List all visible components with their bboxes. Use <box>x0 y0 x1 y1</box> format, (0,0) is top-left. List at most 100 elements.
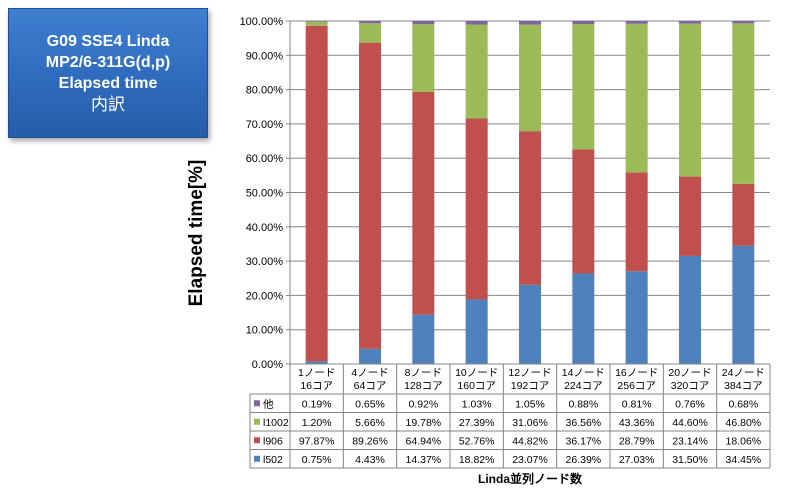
bar-segment-l906 <box>305 25 328 362</box>
x-category-label: 256コア <box>617 380 656 392</box>
bar-segment-l502 <box>359 348 381 364</box>
table-value: 97.87% <box>299 435 335 447</box>
x-category-label: 8ノード <box>405 367 442 379</box>
bar-segment-l1002 <box>732 23 755 184</box>
bar-segment-l1002 <box>359 23 381 43</box>
table-value: 0.68% <box>728 398 758 410</box>
bar-segment-l502 <box>572 273 595 364</box>
bar-segment-l906 <box>465 118 488 300</box>
table-value: 31.06% <box>512 417 548 429</box>
table-value: 34.45% <box>726 454 762 466</box>
table-value: 18.82% <box>459 454 495 466</box>
x-category-label: 24ノード <box>722 367 765 379</box>
x-category-label: 192コア <box>511 380 550 392</box>
y-tick-label: 70.00% <box>246 119 284 131</box>
bar-segment-他 <box>572 21 595 25</box>
title-line-4: 内訳 <box>91 95 125 114</box>
bar-segment-l906 <box>572 149 595 274</box>
bar-segment-l906 <box>625 172 648 272</box>
bar-segment-l502 <box>732 245 755 364</box>
table-value: 0.65% <box>355 398 385 410</box>
bar-segment-他 <box>359 21 381 24</box>
x-category-label: 64コア <box>354 380 387 392</box>
y-tick-label: 80.00% <box>246 85 284 97</box>
table-value: 27.03% <box>619 454 655 466</box>
x-category-label: 1ノード <box>298 367 335 379</box>
x-category-label: 128コア <box>404 380 443 392</box>
bar-segment-l502 <box>305 361 328 364</box>
x-category-label: 16ノード <box>615 367 658 379</box>
table-value: 46.80% <box>726 417 762 429</box>
bar-segment-l502 <box>519 284 541 364</box>
x-category-label: 384コア <box>724 380 763 392</box>
bar-segment-l906 <box>359 42 381 349</box>
table-value: 4.43% <box>355 454 385 466</box>
bar-segment-l502 <box>679 255 701 364</box>
x-category-label: 16コア <box>300 380 333 392</box>
table-value: 27.39% <box>459 417 495 429</box>
legend-label: 他 <box>263 397 274 410</box>
y-tick-label: 0.00% <box>252 359 283 371</box>
bar-segment-l906 <box>412 91 435 315</box>
title-line-2: MP2/6-311G(d,p) <box>45 54 171 71</box>
table-value: 18.06% <box>726 435 762 447</box>
x-category-label: 10ノード <box>455 367 498 379</box>
table-value: 89.26% <box>352 435 388 447</box>
bar-segment-l1002 <box>625 23 648 173</box>
table-value: 36.17% <box>566 435 602 447</box>
legend-label: l906 <box>263 435 283 447</box>
table-value: 23.14% <box>672 435 708 447</box>
table-value: 28.79% <box>619 435 655 447</box>
legend-swatch-l906 <box>254 437 260 444</box>
table-value: 44.60% <box>672 417 708 429</box>
legend-swatch-l502 <box>254 455 260 462</box>
bar-segment-他 <box>519 21 541 25</box>
bar-segment-l1002 <box>519 24 541 132</box>
table-value: 14.37% <box>406 454 442 466</box>
legend-label: l502 <box>263 454 283 466</box>
x-category-label: 20ノード <box>668 367 711 379</box>
bar-segment-l1002 <box>305 21 328 26</box>
bar-segment-他 <box>305 20 328 22</box>
table-value: 19.78% <box>406 417 442 429</box>
bar-segment-l906 <box>679 176 701 256</box>
table-value: 1.20% <box>302 417 332 429</box>
table-value: 26.39% <box>566 454 602 466</box>
table-value: 1.03% <box>462 398 492 410</box>
bar-segment-l502 <box>465 299 488 364</box>
table-value: 0.88% <box>568 398 598 410</box>
table-value: 0.19% <box>302 398 332 410</box>
x-category-label: 4ノード <box>351 367 388 379</box>
y-tick-label: 10.00% <box>246 325 284 337</box>
title-box: G09 SSE4 Linda MP2/6-311G(d,p) Elapsed t… <box>8 8 208 138</box>
legend-swatch-他 <box>254 400 260 407</box>
x-category-label: 320コア <box>671 380 710 392</box>
table-value: 36.56% <box>566 417 602 429</box>
bar-segment-l906 <box>732 183 755 246</box>
y-tick-label: 20.00% <box>246 290 284 302</box>
x-category-label: 224コア <box>564 380 603 392</box>
table-value: 23.07% <box>512 454 548 466</box>
table-value: 0.92% <box>408 398 438 410</box>
bar-segment-l1002 <box>679 23 701 177</box>
x-category-label: 12ノード <box>508 367 551 379</box>
table-value: 52.76% <box>459 435 495 447</box>
bar-segment-他 <box>732 21 755 24</box>
y-tick-label: 30.00% <box>246 256 284 268</box>
title-line-1: G09 SSE4 Linda <box>46 33 170 50</box>
bar-segment-他 <box>412 20 435 25</box>
table-value: 0.76% <box>675 398 705 410</box>
table-value: 0.75% <box>302 454 332 466</box>
table-value: 44.82% <box>512 435 548 447</box>
title-line-3: Elapsed time <box>58 75 158 92</box>
bar-segment-l1002 <box>572 24 595 150</box>
y-tick-label: 100.00% <box>240 16 284 28</box>
x-category-label: 14ノード <box>562 367 605 379</box>
table-value: 31.50% <box>672 454 708 466</box>
y-tick-label: 40.00% <box>246 222 284 234</box>
x-axis-label: Linda並列ノード数 <box>478 472 582 486</box>
bar-segment-l1002 <box>465 24 488 119</box>
table-value: 0.81% <box>622 398 652 410</box>
bar-segment-他 <box>465 21 488 25</box>
